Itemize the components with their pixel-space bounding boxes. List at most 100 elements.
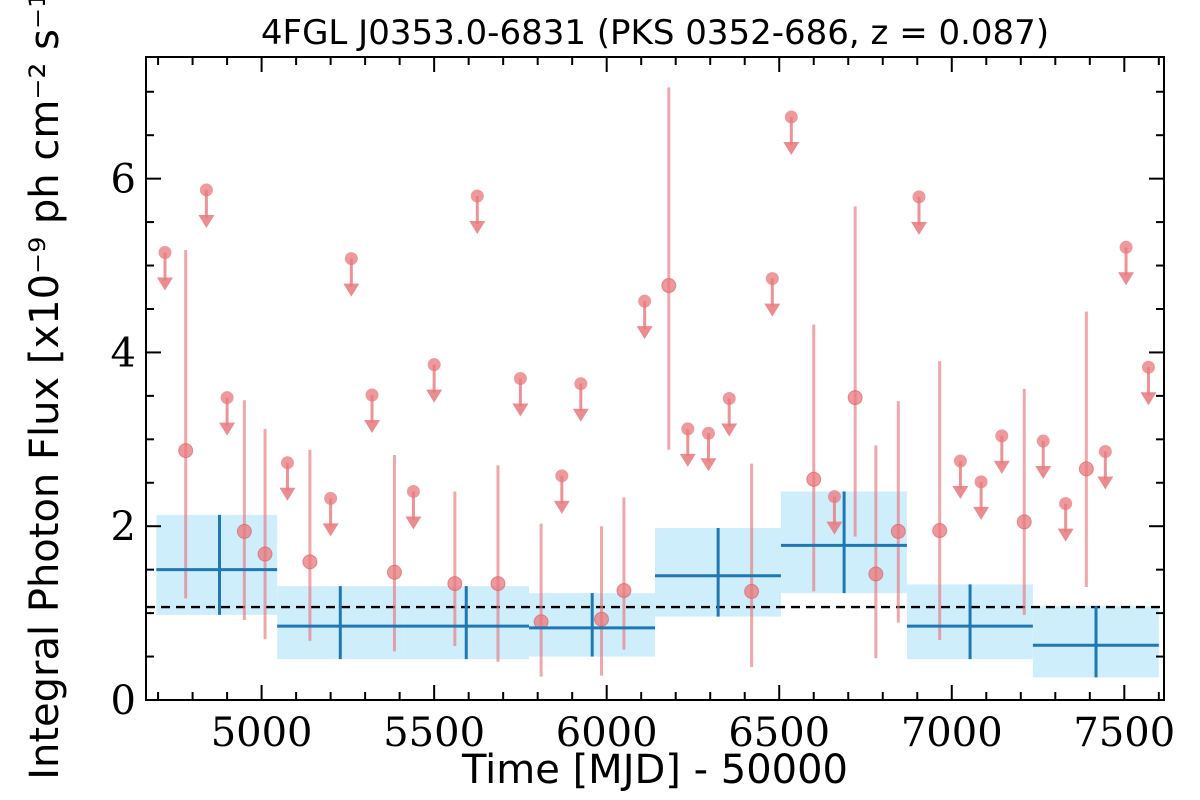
upper-limit-arrow [156, 277, 173, 291]
detection-marker [847, 390, 863, 406]
upper-limit-28 [1140, 360, 1157, 406]
upper-limit-marker [574, 377, 588, 391]
upper-limit-marker [199, 183, 213, 197]
upper-limit-arrow [764, 303, 781, 317]
detection-point-5 [447, 491, 463, 647]
upper-limit-arrow [952, 486, 969, 500]
x-axis-label: Time [MJD] - 50000 [461, 747, 848, 793]
upper-limit-arrow [636, 326, 653, 340]
upper-limit-marker [722, 391, 736, 405]
detection-point-6 [490, 465, 506, 662]
bin-marker-1 [277, 586, 404, 660]
upper-limit-arrow [405, 516, 422, 530]
detection-marker [236, 523, 252, 539]
y-tick-label: 0 [111, 678, 136, 724]
upper-limit-marker [1119, 240, 1133, 254]
upper-limit-marker [470, 189, 484, 203]
detection-point-2 [257, 428, 273, 640]
bin-marker-2 [403, 586, 530, 660]
upper-limit-arrow [553, 500, 570, 514]
upper-limit-3 [279, 456, 296, 501]
upper-limit-arrow [1118, 272, 1135, 286]
upper-limit-24 [1035, 434, 1052, 480]
detection-point-3 [302, 449, 318, 641]
upper-limit-arrow [469, 221, 486, 235]
upper-limit-marker [555, 469, 569, 483]
upper-limit-6 [364, 388, 381, 434]
upper-limit-marker [324, 491, 338, 505]
upper-limit-23 [993, 429, 1010, 474]
bin-marker-7 [1032, 606, 1159, 678]
upper-limit-arrow [343, 283, 360, 297]
upper-limit-19 [826, 490, 843, 535]
upper-limit-arrow [973, 506, 990, 520]
x-tick-label: 5500 [383, 710, 485, 756]
bin-marker-4 [655, 527, 781, 617]
upper-limit-marker [280, 456, 294, 470]
detection-marker [806, 471, 822, 487]
bin-marker-0 [156, 514, 278, 615]
y-tick-label: 6 [111, 157, 136, 203]
detection-marker [661, 278, 677, 294]
detection-point-8 [594, 526, 610, 676]
upper-limit-arrow [198, 214, 215, 228]
bin-markers [156, 491, 1159, 678]
upper-limit-marker [784, 110, 798, 124]
upper-limit-marker [406, 484, 420, 498]
detection-point-10 [661, 87, 677, 450]
upper-limit-1 [198, 183, 215, 228]
upper-limit-10 [512, 372, 529, 417]
detection-point-14 [868, 445, 884, 659]
detection-marker [302, 554, 318, 570]
upper-limit-25 [1057, 497, 1074, 542]
upper-limit-arrow [700, 458, 717, 472]
detection-point-18 [1078, 311, 1094, 588]
detection-point-13 [847, 206, 863, 537]
detection-marker [744, 583, 760, 599]
upper-limit-marker [638, 294, 652, 308]
upper-limit-arrow [783, 141, 800, 155]
detection-marker [386, 564, 402, 580]
y-tick-label: 2 [111, 504, 136, 550]
detection-marker [1078, 461, 1094, 477]
upper-limit-arrow [512, 403, 529, 417]
upper-limit-marker [701, 426, 715, 440]
upper-limit-marker [1059, 497, 1073, 511]
upper-limit-9 [469, 189, 486, 235]
upper-limit-arrow [364, 420, 381, 434]
upper-limit-marker [912, 190, 926, 204]
upper-limit-arrow [1140, 392, 1157, 406]
upper-limit-arrow [322, 523, 339, 537]
detection-point-4 [386, 454, 402, 652]
x-tick-label: 7000 [901, 710, 1003, 756]
detection-marker [490, 576, 506, 592]
upper-limit-marker [158, 246, 172, 260]
detection-marker [1016, 514, 1032, 530]
detection-point-0 [178, 249, 194, 599]
upper-limit-marker [1098, 444, 1112, 458]
detection-marker [616, 583, 632, 599]
upper-limit-marker [365, 388, 379, 402]
upper-limit-marker [344, 252, 358, 266]
upper-limit-0 [156, 246, 173, 291]
upper-limit-4 [322, 491, 339, 537]
y-axis-label: Integral Photon Flux [x10⁻⁹ ph cm⁻² s⁻¹] [22, 0, 68, 780]
upper-limit-arrow [679, 453, 696, 467]
x-tick-label: 7500 [1073, 710, 1175, 756]
detection-marker [890, 523, 906, 539]
upper-limit-2 [219, 391, 236, 436]
upper-limit-14 [679, 422, 696, 467]
upper-limit-arrow [219, 422, 236, 436]
detection-marker [178, 443, 194, 459]
upper-limit-12 [572, 377, 589, 422]
upper-limit-marker [953, 454, 967, 468]
y-tick-label: 4 [111, 330, 136, 376]
detection-point-11 [744, 463, 760, 667]
upper-limit-marker [427, 358, 441, 372]
upper-limit-arrow [910, 221, 927, 235]
upper-limit-arrow [1035, 466, 1052, 480]
detection-marker [868, 566, 884, 582]
upper-limit-18 [783, 110, 800, 155]
upper-limit-17 [764, 272, 781, 317]
